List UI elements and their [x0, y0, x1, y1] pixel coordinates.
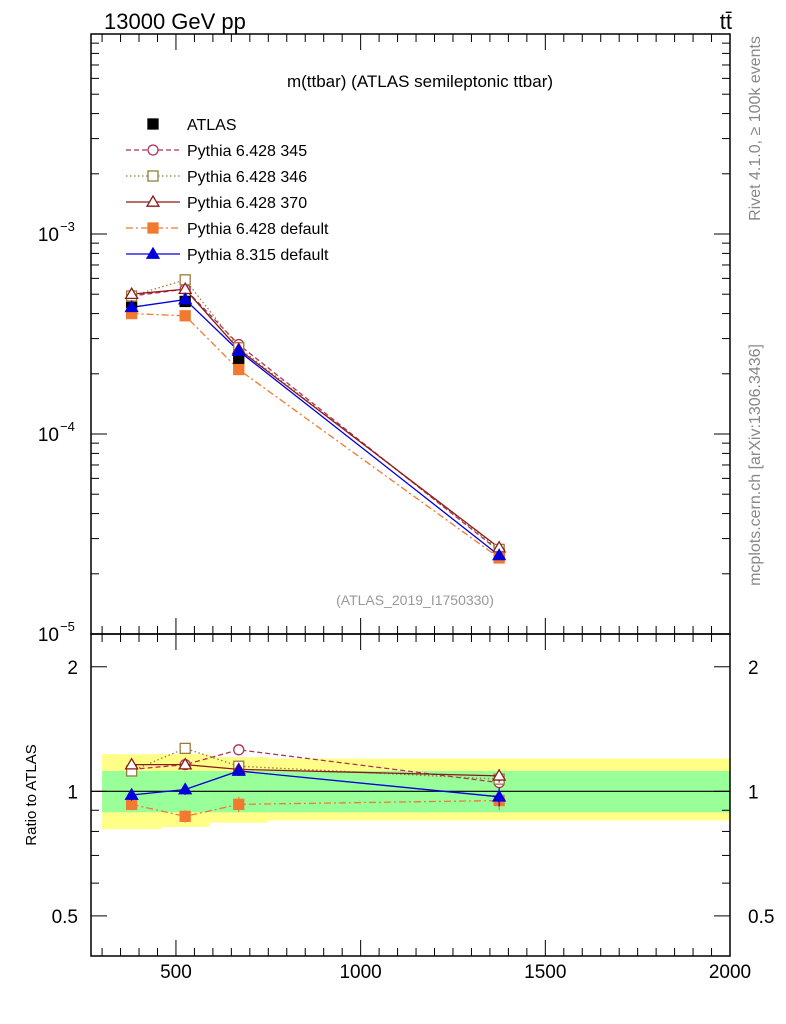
legend-label: Pythia 8.315 default — [187, 247, 329, 264]
legend-label: Pythia 6.428 346 — [187, 169, 307, 186]
energy-label: 13000 GeV pp — [104, 9, 246, 34]
ratio-series-line — [131, 770, 500, 798]
ratio-marker — [125, 798, 138, 811]
analysis-id: (ATLAS_2019_I1750330) — [336, 592, 494, 608]
y-tick-label: 10 — [38, 225, 59, 246]
ratio-y-tick-label-right: 0.5 — [748, 907, 774, 928]
series-marker — [233, 363, 245, 376]
rivet-version-label: Rivet 4.1.0, ≥ 100k events — [747, 36, 764, 221]
y-tick-label-exponent: −5 — [60, 619, 75, 634]
legend-marker — [145, 246, 161, 259]
ratio-marker — [231, 763, 246, 776]
series-marker — [124, 286, 139, 300]
ratio-marker — [124, 757, 139, 770]
ratio-y-tick-label-right: 2 — [748, 658, 759, 679]
ratio-ylabel: Ratio to ATLAS — [23, 744, 40, 845]
ratio-marker — [179, 742, 191, 755]
legend-label: Pythia 6.428 345 — [187, 143, 307, 160]
legend-label: ATLAS — [187, 117, 237, 134]
x-tick-label: 1500 — [524, 962, 566, 983]
y-tick-label: 10 — [38, 625, 59, 646]
ratio-y-tick-label: 0.5 — [52, 907, 78, 928]
ratio-series-line — [131, 764, 500, 777]
y-tick-label-exponent: −4 — [60, 419, 75, 434]
ratio-marker — [492, 768, 507, 781]
y-tick-label-exponent: −3 — [60, 219, 75, 234]
plot-title: m(ttbar) (ATLAS semileptonic ttbar) — [287, 72, 553, 91]
ratio-marker — [492, 789, 507, 802]
legend-marker — [147, 144, 159, 156]
ratio-marker — [178, 757, 193, 770]
x-tick-label: 500 — [160, 962, 192, 983]
series-marker — [124, 300, 139, 313]
series-line — [131, 288, 500, 549]
legend-label: Pythia 6.428 default — [187, 221, 329, 238]
legend-marker — [147, 118, 159, 130]
y-tick-label: 10 — [38, 425, 59, 446]
mcplots-label: mcplots.cern.ch [arXiv:1306.3436] — [747, 344, 764, 586]
series-line — [131, 312, 500, 559]
ratio-marker — [233, 798, 245, 811]
ratio-series-line — [131, 749, 500, 784]
ratio-y-tick-label: 2 — [67, 658, 78, 679]
series-line — [131, 298, 500, 556]
ratio-panel: Ratio to ATLAS 2 2 1 1 0.5 0.5 — [23, 633, 774, 957]
legend-marker — [147, 170, 159, 182]
legend-marker — [145, 194, 161, 207]
series-marker — [178, 292, 193, 305]
data-point — [233, 354, 245, 366]
legend: ATLAS Pythia 6.428 345 Pythia 6.428 346 Pyt… — [126, 117, 329, 264]
ratio-marker — [124, 787, 139, 800]
series-marker — [231, 343, 246, 356]
series-marker — [179, 310, 191, 322]
x-tick-label: 1000 — [339, 962, 381, 983]
ratio-frame — [90, 633, 731, 957]
series-marker — [492, 548, 507, 561]
ratio-marker — [233, 744, 245, 756]
x-tick-label: 2000 — [709, 962, 751, 983]
legend-label: Pythia 6.428 370 — [187, 195, 307, 212]
ratio-y-tick-label: 1 — [67, 782, 78, 803]
process-label: tt̄ — [720, 9, 732, 34]
ratio-marker — [178, 782, 193, 795]
main-panel: m(ttbar) (ATLAS semileptonic ttbar) (ATL… — [38, 33, 731, 646]
ratio-marker — [179, 810, 191, 823]
legend-marker — [147, 222, 159, 234]
ratio-y-tick-label-right: 1 — [748, 782, 759, 803]
